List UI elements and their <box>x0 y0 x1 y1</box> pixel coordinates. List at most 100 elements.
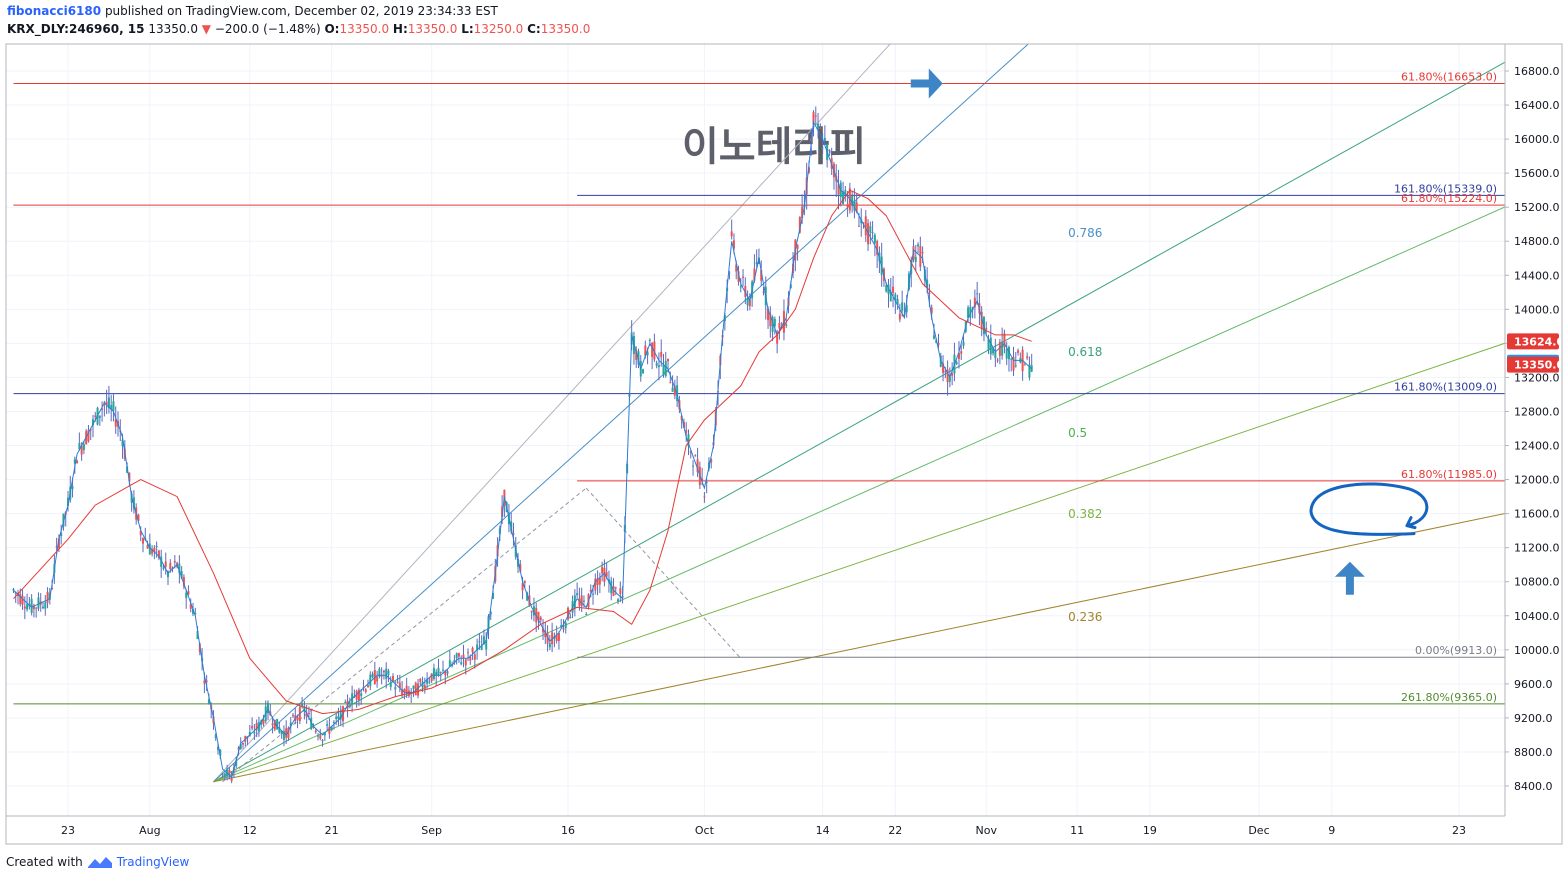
open-value: 13350.0 <box>339 22 390 36</box>
open-label: O: <box>324 22 340 36</box>
candle-body <box>762 291 765 293</box>
candle-body <box>460 662 463 665</box>
author-name[interactable]: fibonacci6180 <box>7 4 102 18</box>
candle-body <box>112 401 115 411</box>
candle-body <box>592 593 595 595</box>
candle-body <box>419 678 422 682</box>
fan-level-label: 0.786 <box>1068 226 1102 240</box>
time-axis[interactable]: 23 Aug 12 21 Sep 16 Oct 14 22 Nov 11 19 Dec 9 23 <box>61 824 1466 837</box>
low-value: 13250.0 <box>473 22 524 36</box>
x-tick-label: 9 <box>1328 824 1335 837</box>
candle-body <box>637 351 640 365</box>
candle-body <box>930 307 933 314</box>
candle-body <box>23 606 26 609</box>
candle-body <box>669 382 672 384</box>
candle-body <box>685 430 688 434</box>
candle-body <box>80 445 83 455</box>
candle-body <box>755 262 758 265</box>
candle-body <box>955 362 958 365</box>
candle-body <box>857 225 860 227</box>
y-tick-label: 15600.0 <box>1514 167 1560 180</box>
candle-body <box>812 112 815 125</box>
candle-body <box>401 689 404 696</box>
candle-body <box>710 459 713 463</box>
x-tick-label: 22 <box>888 824 902 837</box>
candle-body <box>1001 341 1004 356</box>
candle-body <box>194 613 197 615</box>
candle-body <box>41 606 44 609</box>
candle-body <box>207 699 210 705</box>
candle-body <box>596 578 599 586</box>
candle-body <box>310 717 313 729</box>
candle-body <box>271 723 274 726</box>
candle-body <box>98 415 101 419</box>
candle-body <box>405 685 408 694</box>
candle-body <box>796 245 799 249</box>
candle-body <box>985 328 988 330</box>
candle-body <box>153 547 156 553</box>
candle-body <box>1003 333 1006 348</box>
candle-body <box>423 685 426 689</box>
price-axis-bg[interactable] <box>1505 44 1568 816</box>
candle-body <box>946 369 949 383</box>
candle-body <box>480 645 483 650</box>
candle-body <box>594 578 597 591</box>
candle-body <box>1012 356 1015 371</box>
candle-body <box>555 634 558 642</box>
candle-body <box>732 240 735 249</box>
candle-body <box>948 377 951 382</box>
y-tick-label: 10000.0 <box>1514 644 1560 657</box>
candle-body <box>526 592 529 601</box>
candle-body <box>589 589 592 592</box>
candle-body <box>576 593 579 596</box>
candle-body <box>542 628 545 633</box>
candle-body <box>937 343 940 346</box>
candle-body <box>598 577 601 585</box>
candle-body <box>248 731 251 736</box>
candle-body <box>905 305 908 313</box>
candle-body <box>444 670 447 676</box>
close-label: C: <box>527 22 541 36</box>
candle-body <box>107 397 110 409</box>
candle-body <box>519 564 522 572</box>
fan-line <box>213 44 891 783</box>
candle-body <box>412 685 415 689</box>
fan-level-label: 0.5 <box>1068 426 1087 440</box>
candle-body <box>851 195 854 204</box>
candle-body <box>521 583 524 591</box>
fib-level-label: 161.80%(13009.0) <box>1394 381 1497 394</box>
candle-body <box>651 342 654 357</box>
candle-body <box>435 671 438 676</box>
tradingview-link[interactable]: TradingView <box>116 855 190 869</box>
candle-body <box>251 725 254 729</box>
moving-average <box>13 189 1032 715</box>
low-label: L: <box>461 22 474 36</box>
candle-body <box>537 611 540 621</box>
candle-body <box>21 595 24 605</box>
candle-body <box>560 625 563 627</box>
candle-body <box>1026 356 1029 359</box>
candle-body <box>578 598 581 606</box>
candle-body <box>485 640 488 650</box>
candle-body <box>280 731 283 735</box>
candle-body <box>957 352 960 359</box>
candle-body <box>307 712 310 715</box>
publish-info: published on TradingView.com, December 0… <box>104 4 498 18</box>
fan-line <box>213 61 1505 783</box>
candle-body <box>46 591 49 603</box>
candle-body <box>723 314 726 321</box>
candle-body <box>1023 364 1026 366</box>
candle-body <box>601 567 604 574</box>
candle-body <box>67 497 69 506</box>
candle-body <box>230 777 233 781</box>
candle-body <box>32 605 35 610</box>
price-axis[interactable]: 8400.0 8800.0 9200.0 9600.0 10000.0 10400.0 10… <box>1505 65 1560 793</box>
candle-body <box>767 308 770 321</box>
candle-body <box>214 734 217 738</box>
candle-body <box>960 351 963 354</box>
high-label: H: <box>392 22 408 36</box>
candle-body <box>973 297 976 308</box>
y-tick-label: 9600.0 <box>1514 678 1553 691</box>
x-tick-label: Sep <box>421 824 442 837</box>
